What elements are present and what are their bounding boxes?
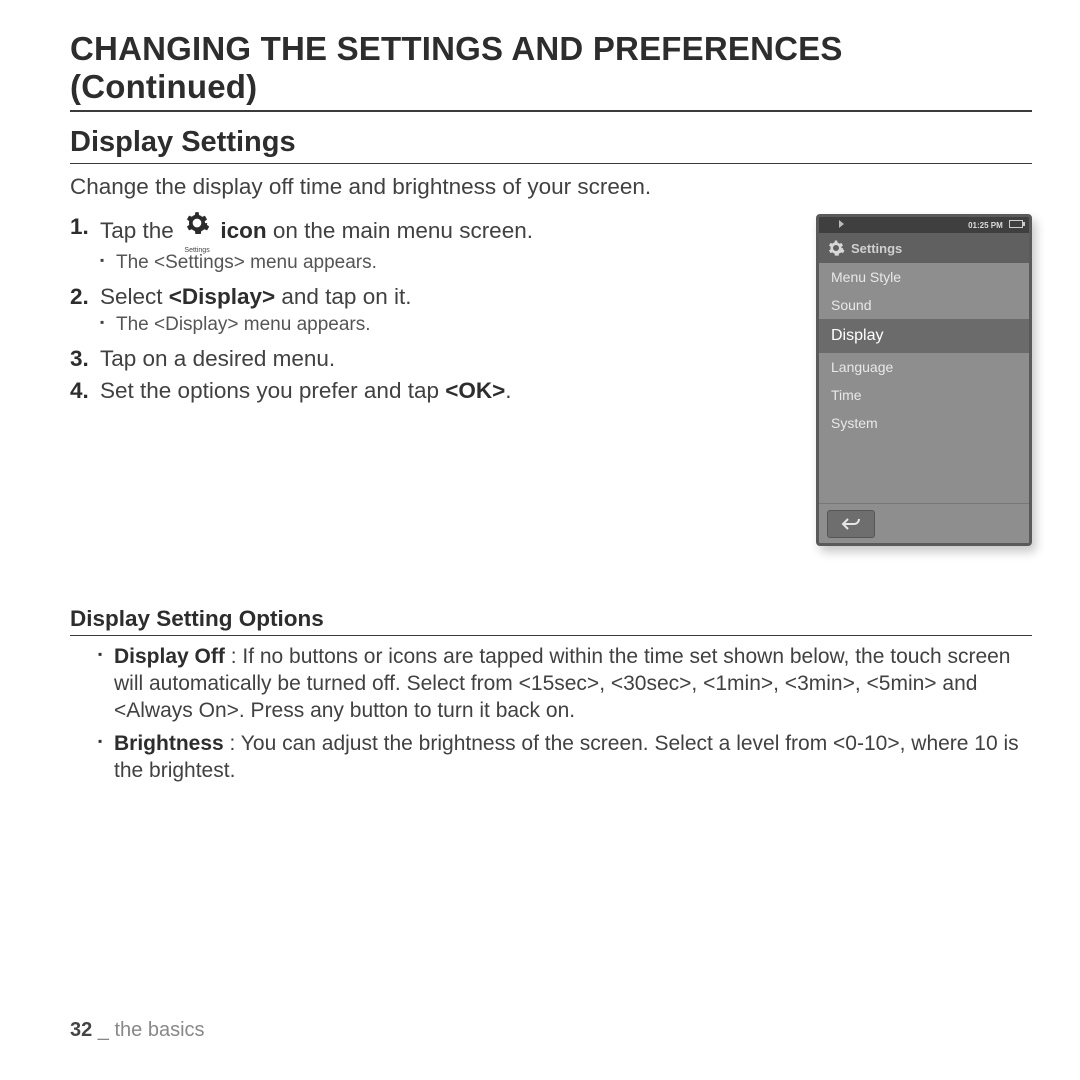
device-header: Settings: [819, 233, 1029, 263]
device-status-bar: 01:25 PM: [819, 217, 1029, 233]
device-item-display[interactable]: Display: [819, 319, 1029, 353]
device-header-label: Settings: [851, 241, 902, 256]
step-1: Tap the Settings icon on the main menu s…: [70, 214, 790, 274]
option-1-label: Display Off: [114, 645, 225, 668]
battery-icon: [1009, 220, 1023, 228]
footer-section: the basics: [115, 1019, 205, 1041]
step-3: Tap on a desired menu.: [70, 346, 790, 372]
back-arrow-icon: [841, 517, 861, 531]
device-item-menu-style[interactable]: Menu Style: [819, 263, 1029, 291]
option-brightness: Brightness : You can adjust the brightne…: [70, 731, 1032, 785]
device-time: 01:25 PM: [968, 221, 1003, 230]
step-2: Select <Display> and tap on it. The <Dis…: [70, 284, 790, 336]
play-indicator-icon: [839, 220, 844, 228]
step-4-text-b: <OK>: [445, 378, 505, 403]
option-1-text: : If no buttons or icons are tapped with…: [114, 645, 1010, 722]
option-2-text: : You can adjust the brightness of the s…: [114, 732, 1019, 782]
device-footer: [819, 503, 1029, 543]
step-1-text-b: icon: [214, 218, 267, 243]
device-menu-list: Menu Style Sound Display Language Time S…: [819, 263, 1029, 503]
page-title: CHANGING THE SETTINGS AND PREFERENCES (C…: [70, 30, 1032, 112]
gear-icon: [827, 239, 845, 257]
section-title: Display Settings: [70, 126, 1032, 164]
page-number: 32: [70, 1019, 92, 1041]
step-4-text-a: Set the options you prefer and tap: [100, 378, 445, 403]
option-2-label: Brightness: [114, 732, 224, 755]
steps-column: Tap the Settings icon on the main menu s…: [70, 214, 790, 410]
device-item-sound[interactable]: Sound: [819, 291, 1029, 319]
page-footer: 32 _ the basics: [70, 1019, 205, 1042]
back-button[interactable]: [827, 510, 875, 538]
step-2-text-a: Select: [100, 284, 169, 309]
step-4-text-c: .: [505, 378, 511, 403]
device-item-language[interactable]: Language: [819, 353, 1029, 381]
step-2-text-b: <Display>: [169, 284, 275, 309]
device-item-time[interactable]: Time: [819, 381, 1029, 409]
intro-text: Change the display off time and brightne…: [70, 174, 1032, 200]
step-1-sub: The <Settings> menu appears.: [100, 252, 790, 274]
step-2-text-c: and tap on it.: [275, 284, 411, 309]
device-item-system[interactable]: System: [819, 409, 1029, 437]
step-1-text-a: Tap the: [100, 218, 180, 243]
step-4: Set the options you prefer and tap <OK>.: [70, 378, 790, 404]
footer-sep: _: [92, 1019, 114, 1041]
settings-gear-icon: Settings: [182, 214, 212, 248]
step-2-sub: The <Display> menu appears.: [100, 314, 790, 336]
device-screenshot: 01:25 PM Settings Menu Style Sound Displ…: [816, 214, 1032, 546]
options-heading: Display Setting Options: [70, 606, 1032, 636]
step-1-text-c: on the main menu screen.: [267, 218, 533, 243]
option-display-off: Display Off : If no buttons or icons are…: [70, 644, 1032, 725]
